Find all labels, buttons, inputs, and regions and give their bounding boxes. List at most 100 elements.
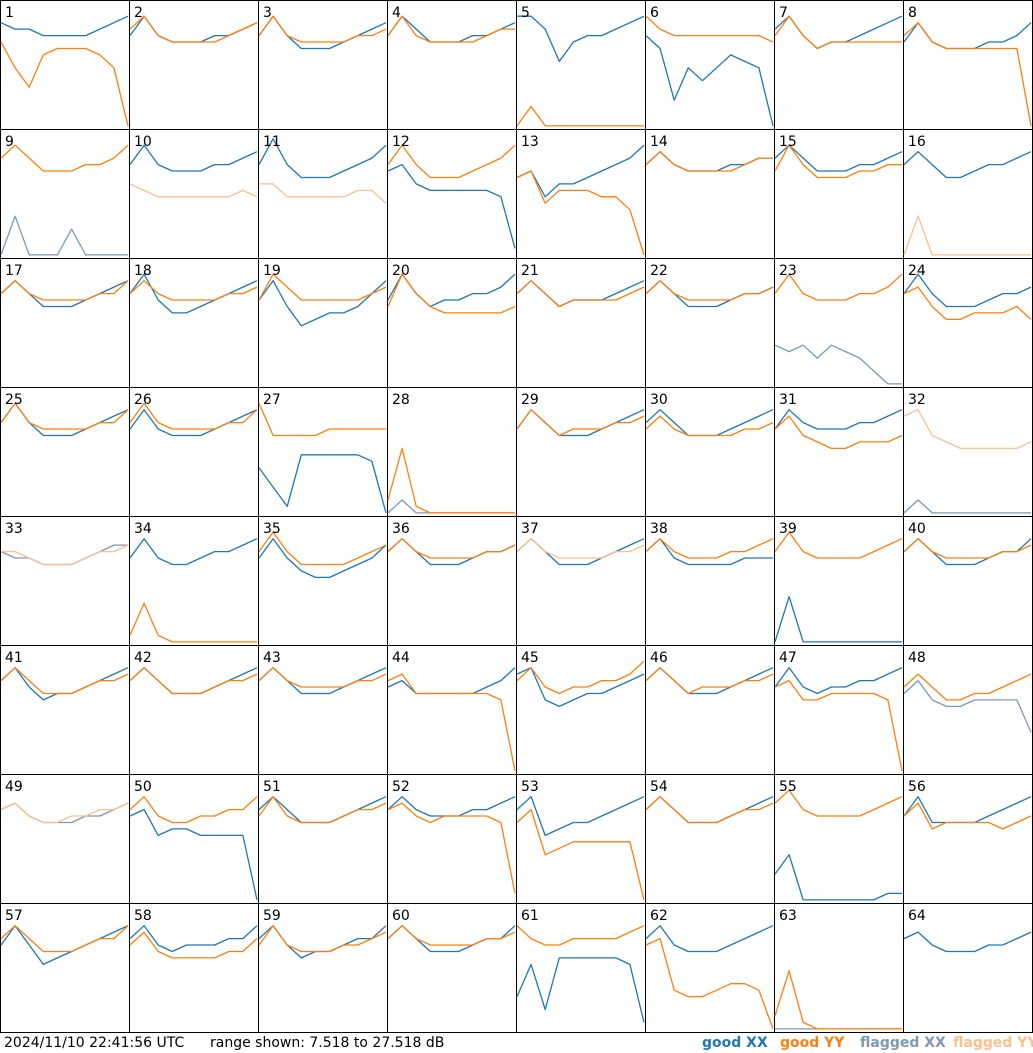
- spectrum-line: [0, 802, 129, 824]
- panel-number: 48: [908, 650, 926, 666]
- spectrum-line: [129, 144, 258, 172]
- spectrum-line: [258, 667, 387, 688]
- spectrum-line: [0, 280, 129, 301]
- spectrum-line: [774, 415, 903, 450]
- panel-number: 64: [908, 908, 926, 924]
- panel-number: 52: [392, 779, 410, 795]
- spectrum-line: [903, 931, 1032, 953]
- spectrum-line: [516, 796, 645, 837]
- spectrum-line: [129, 538, 258, 566]
- panel-number: 9: [5, 134, 14, 150]
- panel-number: 29: [521, 392, 539, 408]
- spectrum-line: [258, 538, 387, 579]
- panel-number: 35: [263, 521, 281, 537]
- spectrum-line: [903, 679, 1032, 733]
- spectrum-line: [903, 151, 1032, 179]
- panel-number: 46: [650, 650, 668, 666]
- panel-number: 31: [779, 392, 797, 408]
- spectrum-line: [129, 15, 258, 43]
- panel-number: 54: [650, 779, 668, 795]
- spectrum-line: [258, 15, 387, 43]
- panel-number: 50: [134, 779, 152, 795]
- spectrum-line: [903, 499, 1031, 514]
- spectrum-line: [903, 538, 1032, 559]
- panel-number: 33: [5, 521, 23, 537]
- panel-number: 58: [134, 908, 152, 924]
- spectrum-line: [516, 170, 645, 256]
- spectrum-line: [774, 970, 902, 1030]
- panel-number: 43: [263, 650, 281, 666]
- spectrum-line: [258, 402, 386, 437]
- panel-number: 39: [779, 521, 797, 537]
- spectrum-line: [645, 280, 774, 301]
- panel-number: 8: [908, 5, 917, 21]
- spectrum-line: [645, 667, 774, 695]
- timestamp: 2024/11/10 22:41:56 UTC: [4, 1035, 184, 1051]
- panel-number: 49: [5, 779, 23, 795]
- spectrum-line: [129, 931, 258, 959]
- spectrum-line: [387, 273, 516, 314]
- spectrum-line: [516, 925, 645, 946]
- spectrum-line: [774, 409, 903, 430]
- spectrum-line: [129, 402, 258, 430]
- spectrum-line: [774, 144, 903, 172]
- spectrum-line: [645, 538, 773, 566]
- spectrum-line: [0, 667, 129, 695]
- spectrum-line: [774, 667, 903, 695]
- panel-number: 40: [908, 521, 926, 537]
- spectrum-line: [516, 538, 645, 559]
- panel-number: 19: [263, 263, 281, 279]
- spectrum-line: [774, 344, 902, 385]
- spectrum-line: [516, 667, 645, 708]
- spectrum-line: [387, 802, 516, 894]
- panel-number: 36: [392, 521, 410, 537]
- spectrum-line: [774, 273, 903, 301]
- spectrum-line: [645, 415, 774, 437]
- spectrum-line: [258, 138, 387, 179]
- spectrum-line: [903, 409, 1032, 450]
- panel-number: 4: [392, 5, 401, 21]
- spectrum-line: [774, 15, 902, 50]
- spectrum-line: [0, 925, 129, 966]
- spectrum-line: [0, 41, 129, 127]
- panel-number: 62: [650, 908, 668, 924]
- panel-number: 10: [134, 134, 152, 150]
- spectrum-line: [516, 105, 644, 127]
- spectrum-line: [1, 544, 129, 566]
- spectrum-line: [387, 163, 516, 249]
- spectrum-line: [774, 144, 902, 179]
- spectrum-line: [517, 15, 645, 63]
- panel-number: 47: [779, 650, 797, 666]
- spectrum-line: [387, 144, 516, 179]
- spectrum-line: [645, 538, 774, 559]
- panel-number: 12: [392, 134, 410, 150]
- panel-number: 53: [521, 779, 539, 795]
- panel-number: 30: [650, 392, 668, 408]
- spectrum-line: [387, 538, 516, 559]
- panel-number: 37: [521, 521, 539, 537]
- spectrum-line: [903, 273, 1032, 308]
- panel-number: 2: [134, 5, 143, 21]
- legend-entry: flagged YY: [953, 1035, 1033, 1051]
- spectrum-line: [129, 925, 258, 953]
- panel-number: 22: [650, 263, 668, 279]
- panel-number: 6: [650, 5, 659, 21]
- panel-number: 21: [521, 263, 539, 279]
- panel-number: 26: [134, 392, 152, 408]
- panel-number: 25: [5, 392, 23, 408]
- range-label: range shown: 7.518 to 27.518 dB: [210, 1035, 444, 1051]
- legend-entry: good YY: [780, 1035, 845, 1051]
- spectrum-line: [774, 596, 902, 643]
- spectrum-line: [903, 22, 1032, 127]
- spectrum-line: [129, 280, 258, 301]
- spectrum-line: [0, 215, 128, 256]
- panel-number: 42: [134, 650, 152, 666]
- spectrum-line: [645, 937, 774, 1030]
- panel-number: 20: [392, 263, 410, 279]
- panel-number: 56: [908, 779, 926, 795]
- spectrum-line: [774, 679, 903, 772]
- spectrum-line: [129, 602, 257, 643]
- spectrum-line: [387, 673, 516, 772]
- panel-number: 41: [5, 650, 23, 666]
